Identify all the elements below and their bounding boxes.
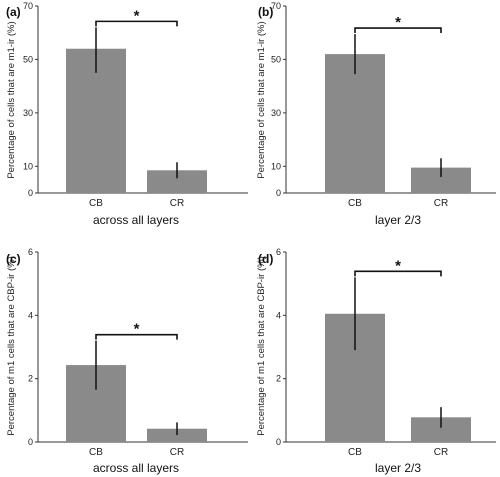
- panel-label: (d): [258, 252, 273, 266]
- y-tick-label: 30: [23, 108, 33, 118]
- y-tick-label: 10: [23, 161, 33, 171]
- x-axis-label: layer 2/3: [375, 461, 421, 475]
- chart-panel-4: 0 2 4 6 CB CR * layer 2/3 Percentage of m1 cells…: [256, 247, 496, 475]
- y-axis-label: Percentage of cells that are m1-ir (%): [256, 21, 267, 178]
- y-tick-label: 0: [276, 188, 281, 198]
- chart-panel-2: 0 10 30 50 70 CB CR * layer 2/3 Percentage of cel…: [256, 1, 496, 227]
- x-axis-label: across all layers: [93, 213, 179, 227]
- y-tick-label: 70: [271, 1, 281, 11]
- y-tick-label: 10: [271, 161, 281, 171]
- significance-bracket: [95, 20, 178, 27]
- y-tick-label: 2: [276, 374, 281, 384]
- significance-star: *: [134, 7, 140, 24]
- bar-cr: [147, 428, 207, 442]
- significance-star: *: [395, 14, 401, 31]
- category-label: CR: [434, 447, 448, 458]
- y-tick-label: 6: [276, 247, 281, 257]
- y-tick-label: 0: [28, 188, 33, 198]
- category-label: CB: [348, 447, 362, 458]
- chart-panel-3: 0 2 4 6 CB CR * across all layers Percentage of …: [6, 247, 248, 475]
- y-tick-label: 6: [28, 247, 33, 257]
- y-tick-label: 2: [28, 374, 33, 384]
- y-tick-label: 50: [23, 54, 33, 64]
- bar-cr: [147, 170, 207, 193]
- y-tick-label: 0: [28, 437, 33, 447]
- y-axis-label: Percentage of m1 cells that are CBP-ir (…: [6, 256, 17, 436]
- category-label: CB: [89, 198, 103, 209]
- y-axis-label: Percentage of m1 cells that are CBP-ir (…: [256, 256, 267, 436]
- significance-star: *: [395, 257, 401, 274]
- y-tick-label: 70: [23, 1, 33, 11]
- category-label: CB: [348, 198, 362, 209]
- y-axis-label: Percentage of cells that are m1-ir (%): [6, 21, 17, 178]
- significance-bracket: [354, 27, 442, 34]
- y-tick-label: 30: [271, 108, 281, 118]
- y-tick-label: 50: [271, 54, 281, 64]
- y-tick-label: 4: [28, 310, 33, 320]
- significance-bracket: [354, 270, 442, 277]
- x-axis-label: across all layers: [93, 461, 179, 475]
- x-axis-label: layer 2/3: [375, 213, 421, 227]
- bar-cb: [325, 54, 385, 194]
- significance-star: *: [134, 321, 140, 338]
- significance-bracket: [95, 333, 178, 340]
- panel-label: (b): [258, 5, 273, 19]
- category-label: CR: [434, 198, 448, 209]
- y-tick-label: 0: [276, 437, 281, 447]
- y-tick-label: 4: [276, 310, 281, 320]
- category-label: CR: [170, 447, 184, 458]
- category-label: CB: [89, 447, 103, 458]
- panel-label: (a): [6, 5, 21, 19]
- category-label: CR: [170, 198, 184, 209]
- panel-label: (c): [6, 252, 21, 266]
- chart-panel-1: 0 10 30 50 70 CB CR * across all layers Percentag…: [6, 1, 248, 227]
